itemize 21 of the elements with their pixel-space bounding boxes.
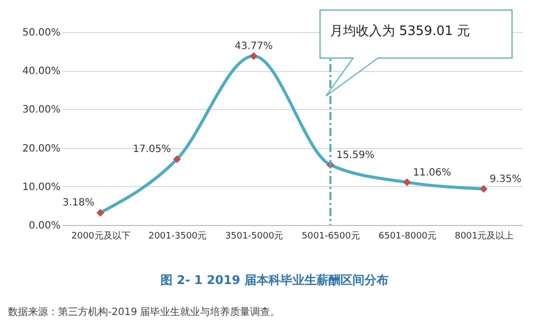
y-tick-label: 40.00% bbox=[22, 66, 60, 78]
data-label: 11.06% bbox=[413, 167, 452, 178]
ref-line-label: 月均收入为 5359.01 元 bbox=[330, 23, 470, 40]
x-tick-label: 2001-3500元 bbox=[148, 230, 207, 242]
data-label: 43.77% bbox=[234, 41, 273, 52]
y-tick-label: 10.00% bbox=[22, 182, 60, 193]
x-tick-label: 6501-8000元 bbox=[378, 230, 437, 242]
x-tick-label: 3501-5000元 bbox=[225, 230, 284, 242]
data-label: 3.18% bbox=[62, 198, 94, 209]
x-tick-label: 2000元及以下 bbox=[71, 230, 130, 242]
y-tick-label: 50.00% bbox=[22, 28, 60, 38]
data-label: 15.59% bbox=[336, 150, 374, 161]
data-label: 9.35% bbox=[490, 174, 522, 185]
source-note: 数据来源：第三方机构-2019 届毕业生就业与培养质量调查。 bbox=[8, 306, 280, 319]
y-tick-label: 20.00% bbox=[22, 143, 60, 154]
x-tick-label: 8001元及以上 bbox=[454, 230, 514, 242]
y-tick-label: 0.00% bbox=[28, 220, 60, 232]
text: 图 2- 1 2019 届本科毕业生薪酬区间分布 bbox=[160, 272, 390, 289]
y-tick-label: 30.00% bbox=[22, 104, 60, 116]
x-tick-label: 5001-6500元 bbox=[302, 230, 360, 242]
data-label: 17.05% bbox=[132, 144, 171, 156]
